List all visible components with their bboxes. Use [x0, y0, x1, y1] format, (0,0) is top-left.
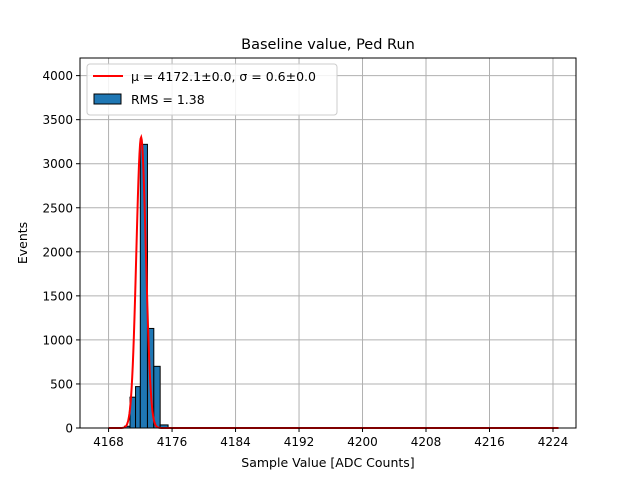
x-tick-label: 4176	[157, 435, 188, 449]
x-tick-label: 4200	[347, 435, 378, 449]
x-tick-label: 4168	[93, 435, 124, 449]
legend: μ = 4172.1±0.0, σ = 0.6±0.0 RMS = 1.38	[86, 63, 338, 116]
x-tick-label: 4224	[538, 435, 569, 449]
plot-frame	[79, 57, 577, 429]
y-tick-label: 500	[50, 377, 73, 391]
x-axis-label: Sample Value [ADC Counts]	[241, 455, 414, 470]
legend-box	[86, 63, 338, 116]
x-tick-label: 4184	[220, 435, 251, 449]
y-tick-label: 3000	[42, 157, 73, 171]
y-tick-label: 2500	[42, 201, 73, 215]
chart-title: Baseline value, Ped Run	[241, 37, 415, 53]
x-axis-ticks: 4168 4176 4184 4192 4200 4208 4216 4224	[93, 428, 568, 449]
y-tick-label: 3500	[42, 113, 73, 127]
y-tick-label: 4000	[42, 69, 73, 83]
legend-histogram-label: RMS = 1.38	[131, 92, 205, 107]
x-tick-label: 4208	[411, 435, 442, 449]
histogram-bar	[135, 386, 141, 429]
histogram-bar	[153, 365, 161, 429]
legend-histogram-swatch	[93, 93, 122, 105]
legend-fit-label: μ = 4172.1±0.0, σ = 0.6±0.0	[131, 69, 316, 84]
y-tick-label: 0	[65, 422, 73, 436]
y-tick-label: 1000	[42, 333, 73, 347]
y-axis-label: Events	[15, 222, 30, 264]
x-tick-label: 4216	[474, 435, 505, 449]
y-tick-label: 2000	[42, 245, 73, 259]
x-tick-label: 4192	[284, 435, 315, 449]
y-tick-label: 1500	[42, 289, 73, 303]
y-axis-ticks: 0 500 1000 1500 2000 2500 3000 3500 4000	[42, 69, 80, 436]
